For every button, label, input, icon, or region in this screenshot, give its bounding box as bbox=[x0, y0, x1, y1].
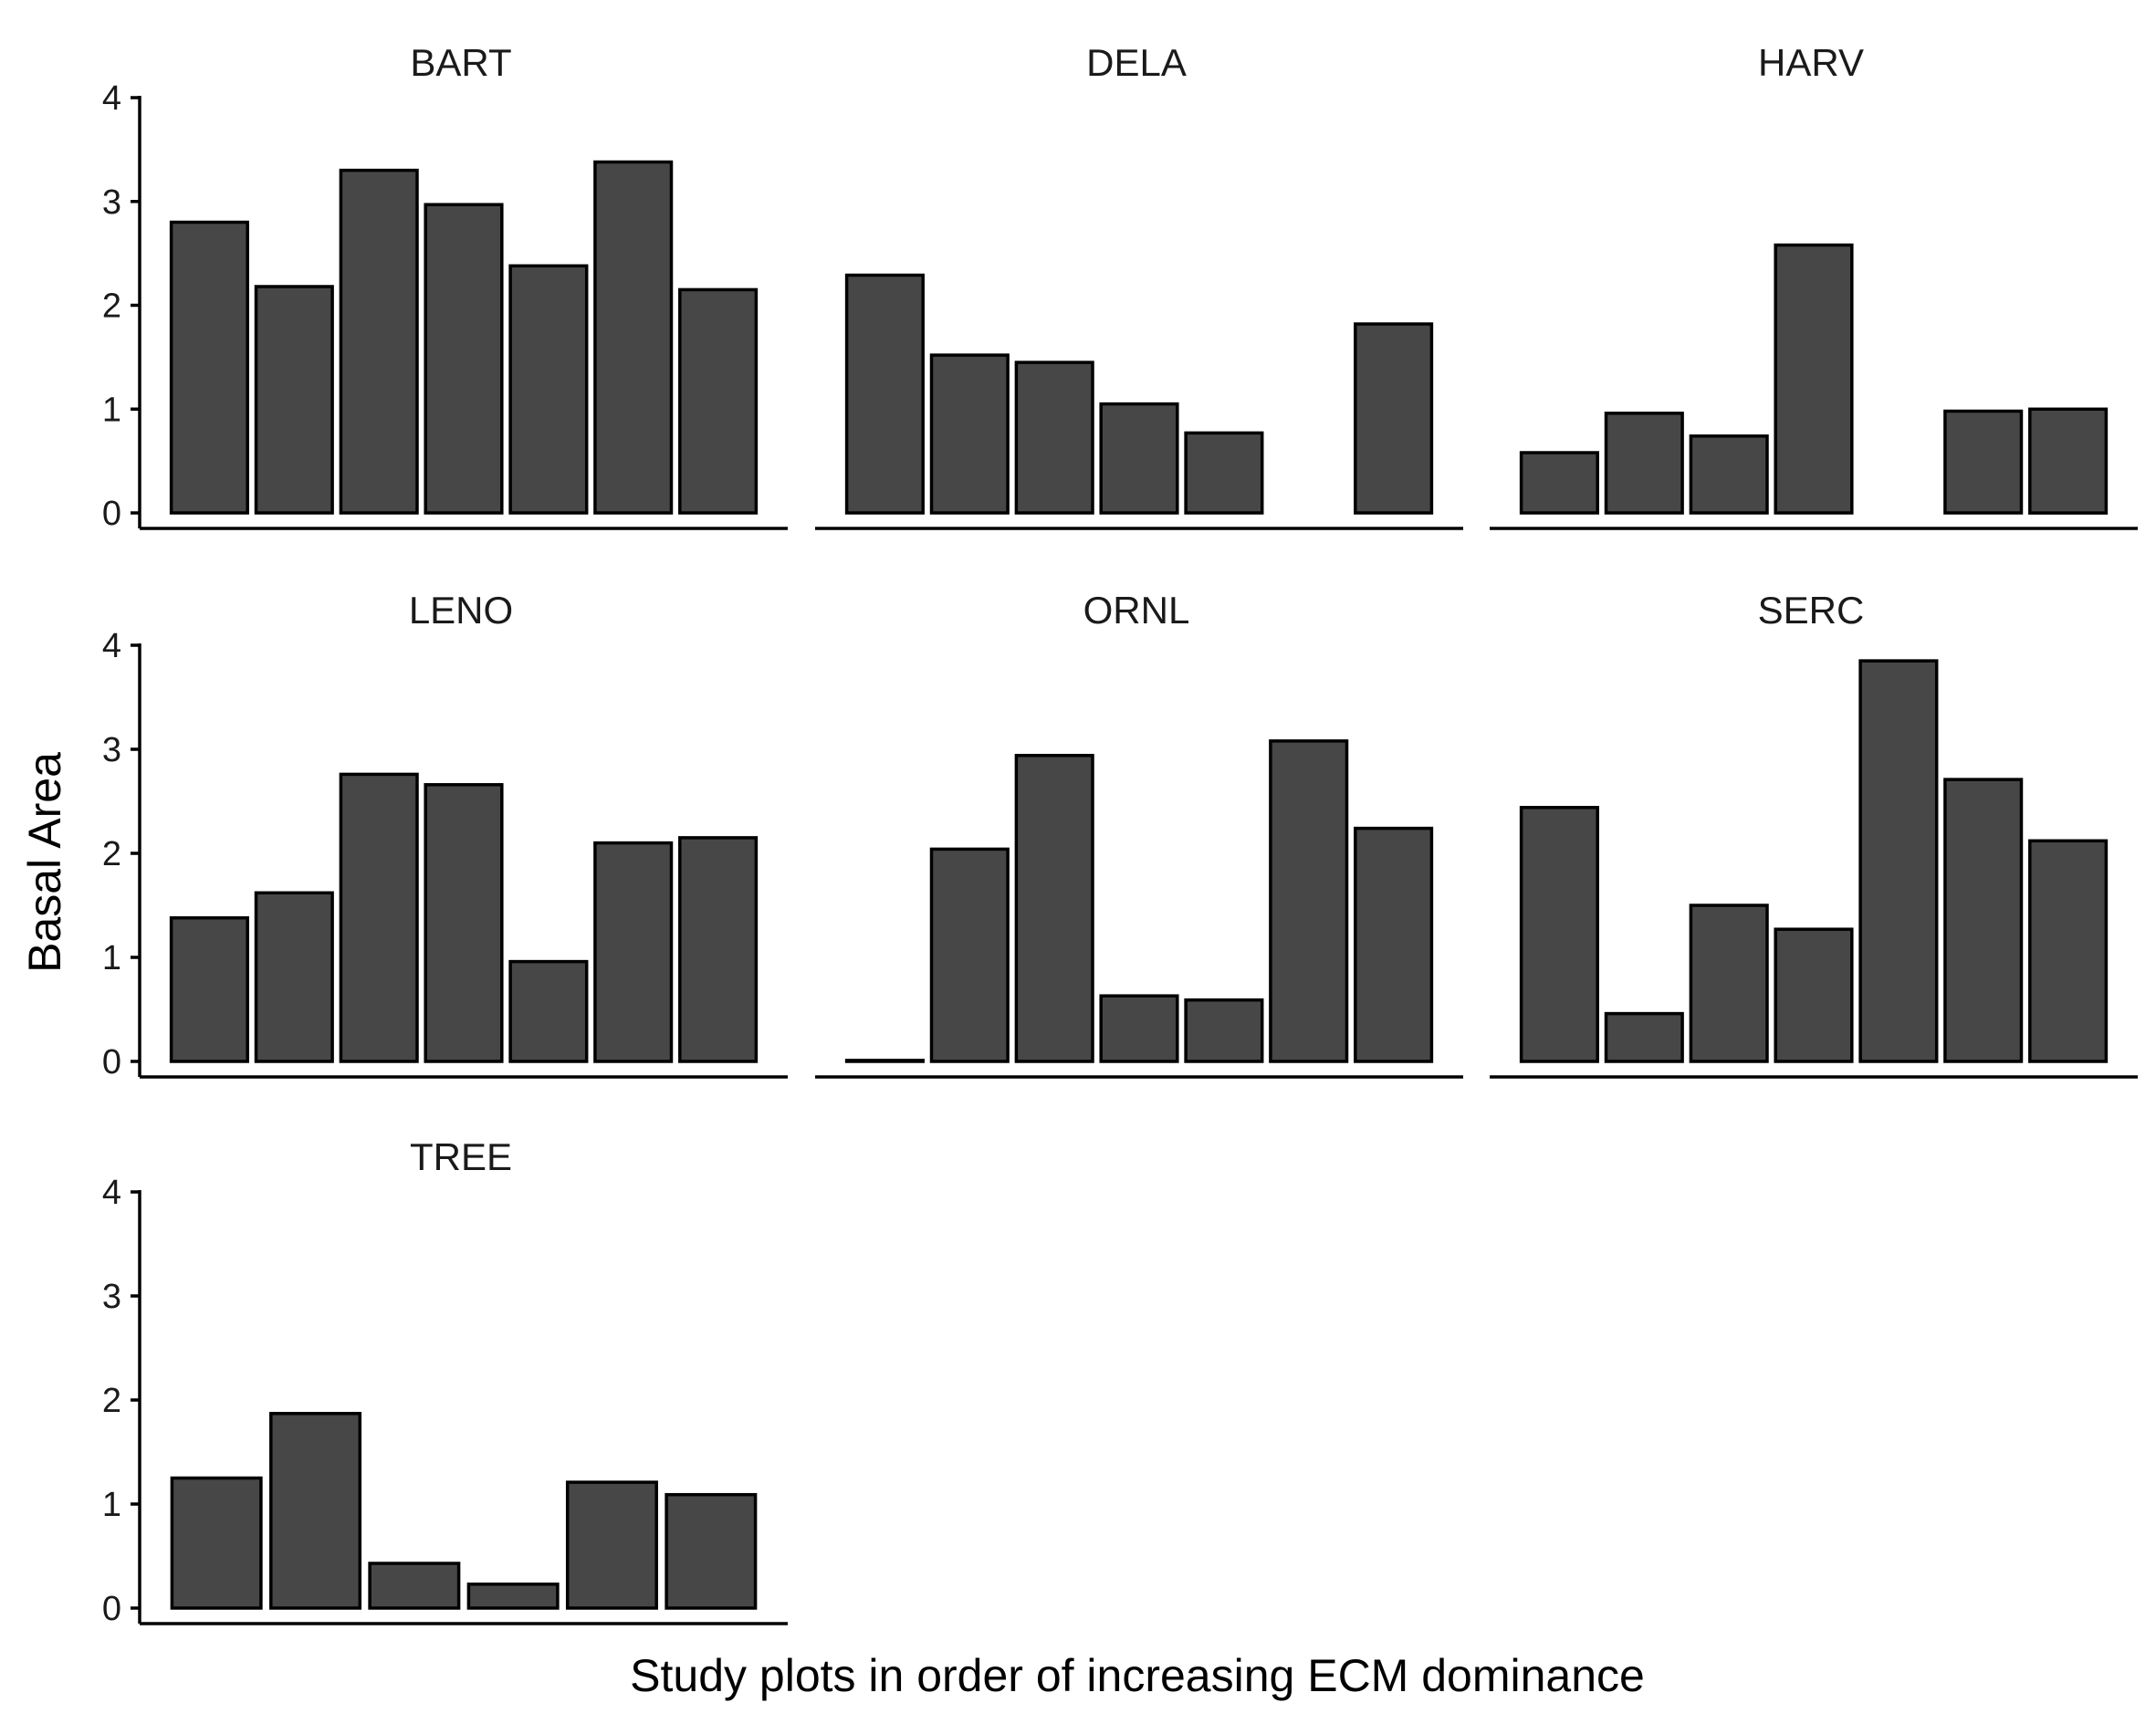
facet-title: ORNL bbox=[1083, 589, 1190, 632]
y-tick-label: 2 bbox=[102, 1382, 121, 1420]
bar-ornl-4 bbox=[1099, 994, 1179, 1063]
y-tick-label: 4 bbox=[102, 1174, 121, 1212]
bar-dela-4 bbox=[1099, 402, 1179, 515]
bar-harv-1 bbox=[1519, 451, 1599, 515]
bar-harv-2 bbox=[1604, 412, 1684, 515]
bar-dela-5 bbox=[1184, 431, 1264, 515]
facet-title: SERC bbox=[1758, 589, 1865, 632]
bar-dela-1 bbox=[844, 273, 925, 515]
facet-title: DELA bbox=[1086, 41, 1187, 84]
bar-harv-3 bbox=[1689, 434, 1769, 515]
bar-bart-5 bbox=[508, 264, 589, 515]
facet-panel-dela: DELA bbox=[815, 41, 1463, 530]
facet-title: LENO bbox=[409, 589, 513, 632]
bar-tree-6 bbox=[665, 1492, 758, 1610]
facet-panel-tree: TREE 0 1 2 3 4 bbox=[102, 1135, 788, 1628]
bar-tree-2 bbox=[269, 1412, 362, 1610]
bar-tree-1 bbox=[170, 1476, 263, 1610]
bar-bart-6 bbox=[593, 160, 674, 515]
bar-tree-4 bbox=[466, 1583, 560, 1610]
bar-harv-6 bbox=[1943, 409, 2024, 515]
bar-serc-7 bbox=[2028, 839, 2109, 1063]
facet-title: BART bbox=[410, 41, 511, 84]
bar-leno-1 bbox=[169, 915, 249, 1063]
bar-serc-3 bbox=[1689, 904, 1769, 1063]
bar-leno-6 bbox=[593, 841, 674, 1063]
bar-dela-2 bbox=[929, 353, 1010, 515]
bar-dela-3 bbox=[1014, 360, 1094, 515]
y-tick-label: 1 bbox=[102, 939, 121, 977]
bar-leno-3 bbox=[339, 772, 419, 1063]
y-tick-label: 3 bbox=[102, 183, 121, 222]
facet-panel-ornl: ORNL bbox=[815, 589, 1463, 1079]
bar-tree-3 bbox=[368, 1562, 461, 1610]
y-tick-label: 2 bbox=[102, 287, 121, 326]
y-tick-label: 0 bbox=[102, 1590, 121, 1628]
bar-ornl-2 bbox=[929, 847, 1010, 1063]
y-tick-label: 3 bbox=[102, 731, 121, 769]
bar-bart-7 bbox=[678, 287, 759, 515]
bar-ornl-5 bbox=[1184, 998, 1264, 1063]
facet-panel-leno: LENO 0 1 2 3 4 bbox=[102, 589, 788, 1081]
bar-bart-2 bbox=[254, 285, 334, 515]
y-axis-title: Basal Area bbox=[19, 752, 70, 973]
y-tick-label: 1 bbox=[102, 391, 121, 429]
bar-ornl-3 bbox=[1014, 754, 1094, 1063]
y-tick-label: 0 bbox=[102, 1043, 121, 1081]
bar-leno-5 bbox=[508, 959, 589, 1063]
bar-bart-1 bbox=[169, 220, 249, 515]
facet-panel-serc: SERC bbox=[1490, 589, 2138, 1079]
y-tick-label: 3 bbox=[102, 1278, 121, 1316]
y-tick-label: 2 bbox=[102, 835, 121, 873]
bar-bart-4 bbox=[424, 203, 504, 515]
bar-serc-4 bbox=[1774, 927, 1854, 1063]
bar-serc-6 bbox=[1943, 778, 2024, 1063]
bar-leno-2 bbox=[254, 891, 334, 1063]
y-tick-label: 4 bbox=[102, 79, 121, 118]
bar-serc-5 bbox=[1858, 659, 1939, 1063]
bar-bart-3 bbox=[339, 168, 419, 515]
bar-leno-4 bbox=[424, 783, 504, 1063]
facet-panels: BART 0 1 2 3 4 DELA HARV LENO 0 1 2 3 4 ORNL SERC TREE 0 1… bbox=[102, 41, 2138, 1628]
bar-tree-5 bbox=[565, 1480, 658, 1610]
bar-harv-4 bbox=[1774, 243, 1854, 515]
y-tick-label: 0 bbox=[102, 495, 121, 533]
bar-dela-7 bbox=[1354, 322, 1434, 515]
facet-title: TREE bbox=[410, 1135, 512, 1178]
facet-panel-harv: HARV bbox=[1490, 41, 2138, 530]
y-tick-label: 1 bbox=[102, 1486, 121, 1524]
bar-ornl-7 bbox=[1354, 826, 1434, 1063]
bar-serc-2 bbox=[1604, 1011, 1684, 1063]
facet-title: HARV bbox=[1758, 41, 1864, 84]
y-tick-label: 4 bbox=[102, 627, 121, 665]
bar-leno-7 bbox=[678, 836, 759, 1063]
bar-serc-1 bbox=[1519, 806, 1599, 1063]
x-axis-title: Study plots in order of increasing ECM d… bbox=[630, 1650, 1645, 1701]
bar-harv-7 bbox=[2028, 407, 2109, 515]
facet-panel-bart: BART 0 1 2 3 4 bbox=[102, 41, 788, 533]
bar-ornl-6 bbox=[1269, 739, 1349, 1063]
